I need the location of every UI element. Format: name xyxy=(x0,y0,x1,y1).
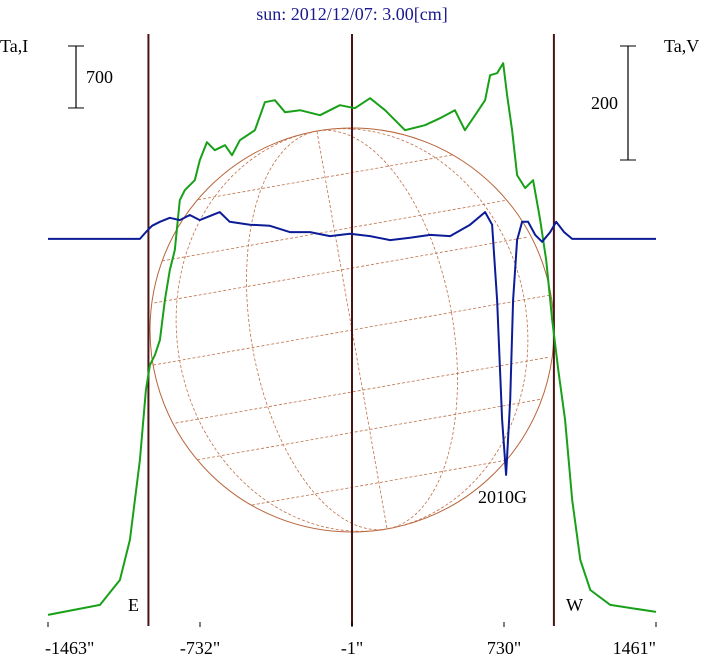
x-tick-label: 1461" xyxy=(613,638,656,658)
y2-axis-label: Ta,V xyxy=(664,36,699,56)
parallel xyxy=(175,356,550,424)
scale-bar-label: 700 xyxy=(86,67,113,87)
series-line xyxy=(47,62,657,616)
x-tick-label: -1463" xyxy=(45,638,94,658)
parallel xyxy=(154,236,529,304)
x-tick-label: 730" xyxy=(487,638,521,658)
parallel xyxy=(197,154,453,201)
chart-title: sun: 2012/12/07: 3.00[cm] xyxy=(256,4,448,24)
x-tick-label: -1" xyxy=(341,638,363,658)
annotation: 2010G xyxy=(478,487,527,507)
annotation: W xyxy=(566,595,583,615)
parallel xyxy=(162,199,507,262)
x-tick-label: -732" xyxy=(180,638,220,658)
series-line xyxy=(48,211,656,476)
annotation: E xyxy=(128,595,139,615)
scale-bar-label: 200 xyxy=(591,93,618,113)
y-axis-label: Ta,I xyxy=(0,36,28,56)
parallel xyxy=(251,459,507,506)
parallel xyxy=(197,398,542,461)
